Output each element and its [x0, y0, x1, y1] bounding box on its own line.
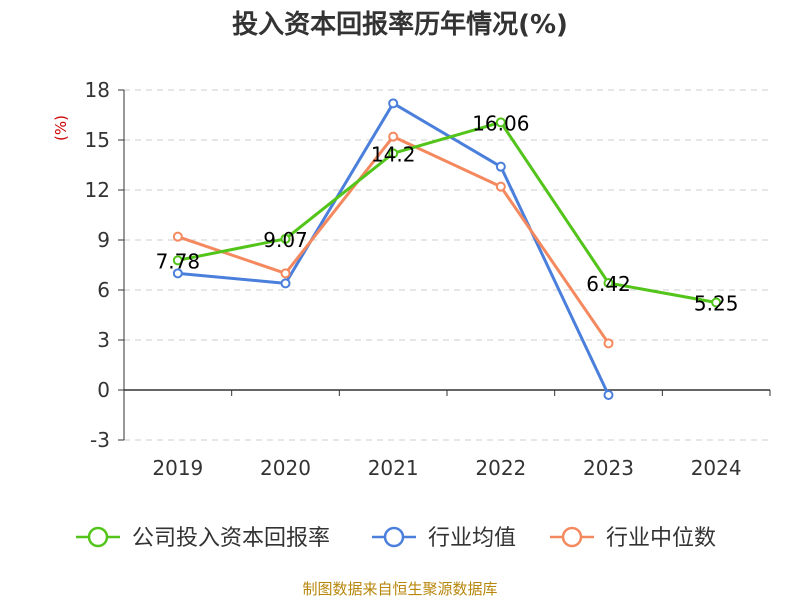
- data-points: [172, 98, 722, 400]
- data-point: [388, 131, 399, 142]
- y-tick-label: 18: [85, 78, 110, 102]
- data-labels: 7.78 9.07 14.2 16.06 6.42 5.25: [156, 111, 739, 315]
- data-label: 9.07: [263, 228, 308, 252]
- data-point: [495, 161, 506, 172]
- legend-label: 行业中位数: [606, 526, 716, 551]
- data-label: 5.25: [694, 292, 739, 316]
- series-lines: [177, 101, 717, 396]
- axes: 18 15 12 9 6 3 0 -3 2019 2020 2021 2022 2023 2024: [85, 78, 771, 480]
- data-point: [603, 338, 614, 349]
- legend-marker: [87, 526, 109, 548]
- data-point: [388, 148, 399, 159]
- chart-title: 投入资本回报率历年情况(%): [232, 9, 568, 40]
- data-label: 6.42: [586, 272, 631, 296]
- data-point: [172, 231, 183, 242]
- data-point: [603, 390, 614, 400]
- data-point: [495, 117, 506, 128]
- y-tick-label: -3: [90, 428, 110, 452]
- data-point: [172, 268, 183, 279]
- grid-lines: [124, 89, 770, 441]
- y-tick-label: 12: [85, 178, 110, 202]
- data-point: [711, 297, 722, 308]
- x-tick-label: 2021: [368, 456, 419, 480]
- data-point: [172, 255, 183, 266]
- data-label: 7.78: [156, 249, 201, 273]
- y-tick-label: 6: [97, 278, 110, 302]
- y-tick-label: 9: [97, 228, 110, 252]
- legend-label: 行业均值: [428, 526, 516, 551]
- y-tick-label: 0: [97, 378, 110, 402]
- data-label: 14.2: [371, 142, 416, 166]
- x-tick-label: 2024: [691, 456, 742, 480]
- legend-label: 公司投入资本回报率: [132, 526, 330, 551]
- x-tick-label: 2023: [583, 456, 634, 480]
- data-point: [495, 181, 506, 192]
- legend: 公司投入资本回报率 行业均值 行业中位数: [76, 526, 716, 551]
- x-tick-label: 2019: [152, 456, 203, 480]
- y-axis-label: (%): [52, 115, 70, 141]
- series-line: [177, 120, 717, 304]
- legend-marker: [561, 526, 583, 548]
- data-point: [388, 98, 399, 109]
- data-point: [280, 233, 291, 244]
- y-tick-label: 3: [97, 328, 110, 352]
- x-tick-label: 2020: [260, 456, 311, 480]
- data-point: [280, 268, 291, 279]
- source-note: 制图数据来自恒生聚源数据库: [302, 580, 497, 598]
- x-tick-label: 2022: [475, 456, 526, 480]
- data-point: [280, 278, 291, 289]
- data-label: 16.06: [472, 111, 529, 135]
- legend-marker: [383, 526, 405, 548]
- data-point: [603, 278, 614, 288]
- y-tick-label: 15: [85, 128, 110, 152]
